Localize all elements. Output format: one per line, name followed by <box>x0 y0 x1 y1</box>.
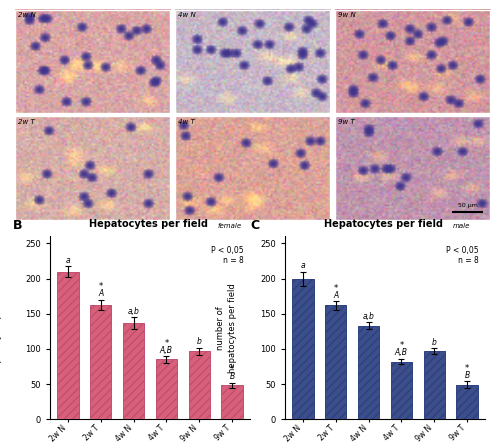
Text: A: A <box>98 289 103 298</box>
Text: C: C <box>250 219 259 232</box>
Bar <box>325 306 346 419</box>
Text: B: B <box>464 371 469 380</box>
Text: B: B <box>12 219 22 232</box>
Text: b: b <box>196 337 202 346</box>
Text: 2w N: 2w N <box>18 12 36 18</box>
Text: A,B: A,B <box>395 348 408 357</box>
Bar <box>358 326 380 419</box>
Text: female: female <box>218 223 242 229</box>
Bar <box>123 323 144 419</box>
Bar <box>424 351 445 419</box>
Bar <box>90 305 112 419</box>
Y-axis label: number of
hepatocytes per field: number of hepatocytes per field <box>216 283 237 373</box>
Y-axis label: number of
hepatocytes per field: number of hepatocytes per field <box>0 283 2 373</box>
Text: A,B: A,B <box>160 346 173 355</box>
Text: B: B <box>230 372 234 381</box>
Text: 4w T: 4w T <box>178 119 195 124</box>
Text: *: * <box>465 364 469 373</box>
Bar <box>188 351 210 419</box>
Text: b: b <box>432 338 436 347</box>
Text: 9w N: 9w N <box>338 12 356 18</box>
Text: 4w N: 4w N <box>178 12 196 18</box>
Text: male: male <box>453 223 470 229</box>
Text: a: a <box>66 256 70 264</box>
Text: a: a <box>300 261 306 270</box>
Text: *: * <box>400 341 404 350</box>
Bar <box>456 385 477 419</box>
Text: *: * <box>98 282 103 291</box>
Text: *: * <box>334 284 338 293</box>
Text: a,b: a,b <box>362 312 374 321</box>
Text: Hepatocytes per field: Hepatocytes per field <box>324 219 446 229</box>
Text: P < 0,05
n = 8: P < 0,05 n = 8 <box>212 245 244 265</box>
Text: 50 μm: 50 μm <box>458 203 477 208</box>
Bar <box>58 272 78 419</box>
Text: 9w T: 9w T <box>338 119 355 124</box>
Text: 2w T: 2w T <box>18 119 35 124</box>
Bar <box>156 359 177 419</box>
Text: A: A <box>333 291 338 300</box>
Text: P < 0,05
n = 8: P < 0,05 n = 8 <box>446 245 479 265</box>
Bar <box>390 362 412 419</box>
Bar <box>222 385 242 419</box>
Text: a,b: a,b <box>128 307 140 316</box>
Bar <box>292 279 314 419</box>
Text: *: * <box>230 365 234 374</box>
Text: *: * <box>164 339 168 347</box>
Text: Hepatocytes per field: Hepatocytes per field <box>89 219 211 229</box>
